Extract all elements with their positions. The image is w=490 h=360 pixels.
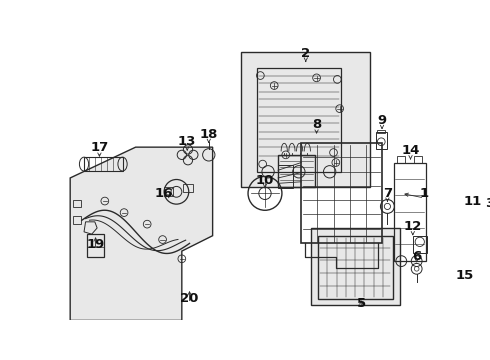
Bar (183, 184, 194, 192)
Text: 8: 8 (312, 118, 321, 131)
Text: 16: 16 (155, 187, 173, 200)
Text: 14: 14 (401, 144, 420, 157)
Bar (74, 216, 81, 224)
Text: 19: 19 (86, 238, 105, 251)
Text: 15: 15 (455, 269, 473, 282)
Text: 7: 7 (383, 187, 392, 200)
Text: 2: 2 (301, 48, 310, 60)
Text: 17: 17 (90, 141, 109, 154)
Bar (376, 132, 387, 149)
Text: 1: 1 (420, 187, 429, 200)
Bar (301, 143, 382, 243)
Bar (458, 193, 469, 210)
Bar (415, 156, 422, 163)
Bar (377, 130, 385, 133)
Text: 11: 11 (464, 194, 482, 208)
Text: 13: 13 (178, 135, 196, 148)
Text: 5: 5 (357, 297, 366, 310)
Text: 9: 9 (377, 114, 387, 127)
Text: 20: 20 (180, 292, 199, 305)
Bar (459, 192, 467, 195)
Text: 10: 10 (256, 174, 274, 187)
Bar (257, 68, 341, 172)
Bar (397, 156, 405, 163)
Text: 3: 3 (485, 197, 490, 210)
Text: 18: 18 (199, 127, 218, 140)
Bar (74, 199, 81, 207)
Bar (84, 157, 122, 171)
Bar (87, 234, 104, 257)
Bar (278, 165, 294, 188)
Bar (278, 155, 315, 187)
Bar (164, 187, 173, 197)
Polygon shape (70, 147, 213, 320)
Bar (241, 53, 370, 187)
Bar (393, 163, 426, 261)
Bar (311, 228, 400, 305)
Text: 6: 6 (412, 250, 421, 263)
Bar (318, 236, 393, 299)
Text: 12: 12 (404, 220, 422, 233)
Bar (413, 236, 427, 253)
